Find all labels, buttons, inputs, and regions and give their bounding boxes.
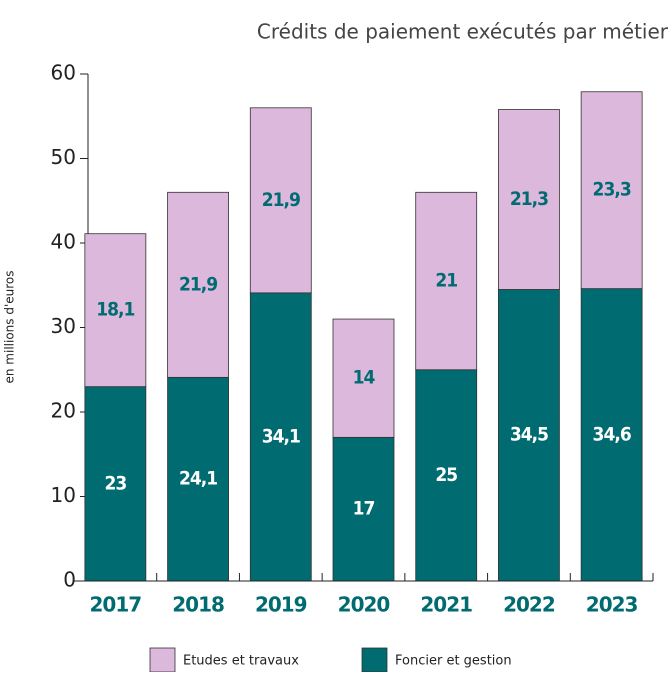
x-tick-label: 2020 <box>338 593 390 617</box>
value-label: 34,5 <box>510 424 548 446</box>
x-tick-label: 2019 <box>255 593 307 617</box>
legend-label: Foncier et gestion <box>395 654 512 669</box>
y-tick-label: 20 <box>51 399 76 423</box>
chart-title: Crédits de paiement exécutés par métier <box>257 20 669 44</box>
value-label: 18,1 <box>96 299 134 321</box>
value-label: 24,1 <box>179 468 217 490</box>
x-tick-label: 2023 <box>586 593 638 617</box>
y-tick-label: 50 <box>51 145 76 169</box>
value-label: 34,6 <box>593 423 631 445</box>
bar-segment <box>415 191 478 371</box>
bar-segment <box>415 369 478 582</box>
y-tick-label: 60 <box>51 61 76 85</box>
y-axis-label: en millions d'euros <box>3 270 17 383</box>
bar-segment <box>249 107 312 294</box>
bar-segment <box>498 109 560 290</box>
bar-segment <box>498 289 560 582</box>
value-label: 21 <box>435 270 457 292</box>
y-tick-label: 30 <box>51 314 76 338</box>
bar-segment <box>84 386 147 582</box>
legend-swatch <box>361 647 388 673</box>
legend-swatch <box>149 647 176 673</box>
value-label: 25 <box>435 464 457 486</box>
bar-segment <box>167 191 229 378</box>
value-label: 23 <box>104 472 126 494</box>
value-label: 21,9 <box>179 273 217 295</box>
x-tick-label: 2018 <box>172 593 224 617</box>
x-tick-label: 2022 <box>503 593 555 617</box>
legend-label: Etudes et travaux <box>183 654 299 669</box>
bar-segment <box>84 233 147 388</box>
y-tick-label: 10 <box>51 483 76 507</box>
value-label: 14 <box>353 367 376 389</box>
y-tick-label: 40 <box>51 230 76 254</box>
value-label: 21,3 <box>510 188 548 210</box>
bar-segment <box>167 376 229 582</box>
value-label: 21,9 <box>262 189 300 211</box>
value-label: 23,3 <box>593 179 631 201</box>
value-label: 34,1 <box>262 425 300 447</box>
bar-segment <box>580 91 643 290</box>
y-tick-label: 0 <box>63 568 76 592</box>
bar-segment <box>332 436 395 582</box>
bar-segment <box>580 288 643 582</box>
x-tick-label: 2021 <box>420 593 472 617</box>
bar-segment <box>332 318 395 438</box>
x-tick-label: 2017 <box>90 593 142 617</box>
value-label: 17 <box>353 498 375 520</box>
